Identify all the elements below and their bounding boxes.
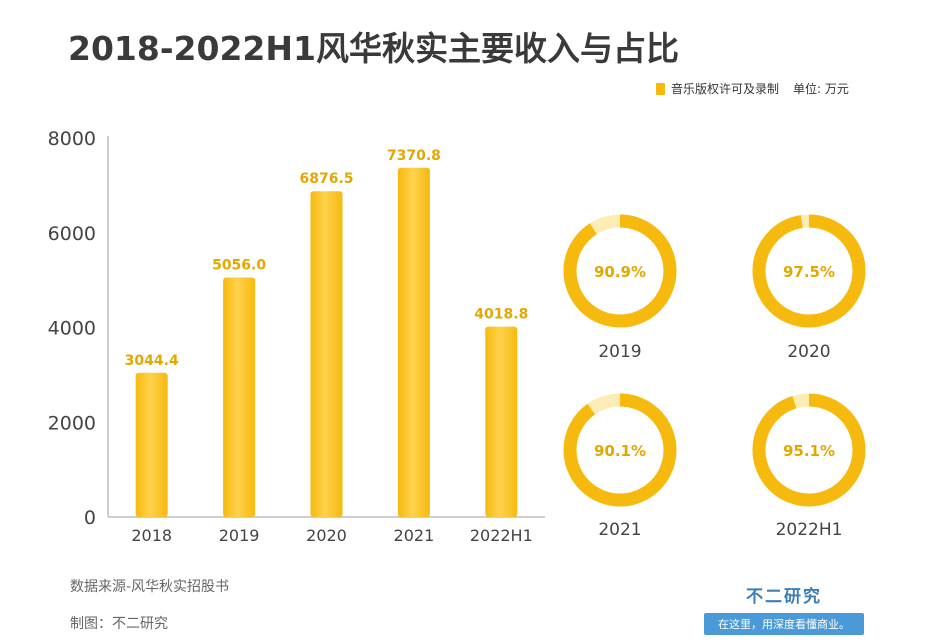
y-tick-label: 4000 xyxy=(48,318,96,340)
x-tick-label: 2021 xyxy=(394,526,435,545)
bar xyxy=(135,372,168,517)
x-tick-label: 2019 xyxy=(219,526,260,545)
x-tick-label: 2020 xyxy=(306,526,347,545)
unit-label: 单位: 万元 xyxy=(793,82,849,96)
donut-arc xyxy=(563,214,677,328)
legend-label: 音乐版权许可及录制 xyxy=(671,82,780,96)
bar xyxy=(397,167,430,517)
y-tick-label: 8000 xyxy=(48,128,96,150)
bar xyxy=(485,326,518,517)
donut-arc xyxy=(752,214,866,328)
donut-category-label: 2021 xyxy=(598,520,641,540)
brand-slogan: 在这里，用深度看懂商业。 xyxy=(704,613,864,635)
donut-category-label: 2020 xyxy=(787,342,830,362)
legend: 音乐版权许可及录制 单位: 万元 xyxy=(656,80,849,97)
chart-title: 2018-2022H1风华秋实主要收入与占比 xyxy=(68,29,679,68)
y-tick-label: 6000 xyxy=(48,223,96,245)
bar-value-label: 6876.5 xyxy=(299,171,353,187)
bar-value-label: 7370.8 xyxy=(387,148,441,164)
bar-value-label: 3044.4 xyxy=(125,353,179,369)
donut-arc xyxy=(752,393,866,507)
legend-swatch xyxy=(656,82,665,95)
y-tick-label: 2000 xyxy=(48,412,96,434)
data-source: 数据来源-风华秋实招股书 xyxy=(70,579,230,595)
bar-value-label: 5056.0 xyxy=(212,257,266,273)
bar-value-label: 4018.8 xyxy=(474,307,528,323)
donut-arc xyxy=(563,393,677,507)
x-tick-label: 2018 xyxy=(131,526,172,545)
x-tick-label: 2022H1 xyxy=(470,526,533,545)
donut-value-label: 90.1% xyxy=(594,442,646,460)
donut-category-label: 2019 xyxy=(598,342,641,362)
donut-category-label: 2022H1 xyxy=(776,520,843,540)
donut-charts: 90.9% 2019 97.5% 2020 90.1% 2021 95.1% 2022H1 xyxy=(563,214,866,540)
brand-name: 不二研究 xyxy=(746,587,822,607)
donut-value-label: 95.1% xyxy=(783,442,835,460)
bar xyxy=(223,277,256,517)
chart-maker: 制图：不二研究 xyxy=(70,616,168,632)
brand-watermark: 不二研究 在这里，用深度看懂商业。 xyxy=(704,582,864,635)
y-tick-label: 0 xyxy=(84,507,96,529)
donut-value-label: 90.9% xyxy=(594,263,646,281)
bar xyxy=(310,191,343,517)
bar-chart: 0 2000 4000 6000 8000 3044.4 2018 5056.0 2019 687… xyxy=(48,128,545,545)
donut-value-label: 97.5% xyxy=(783,263,835,281)
